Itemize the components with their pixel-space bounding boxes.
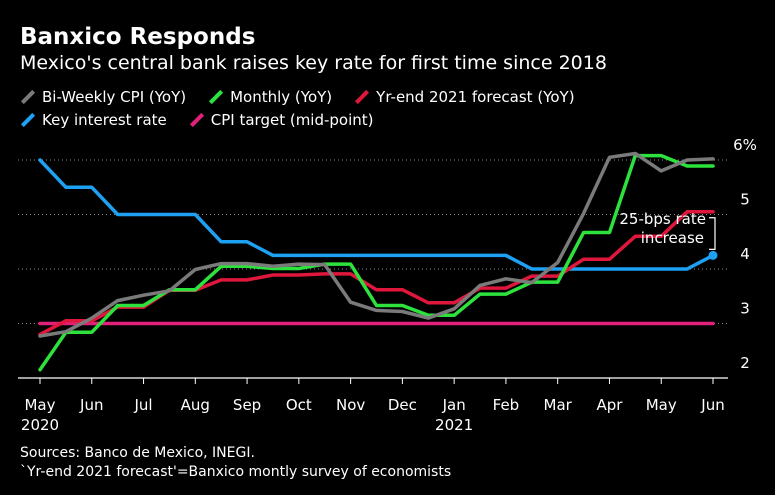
chart-subtitle: Mexico's central bank raises key rate fo… — [20, 52, 607, 74]
series-line-3 — [38, 158, 715, 271]
legend-label-monthly: Monthly (YoY) — [230, 88, 333, 106]
legend-row-2: Key interest rate CPI target (mid-point) — [20, 111, 760, 129]
legend-item-target: CPI target (mid-point) — [189, 111, 374, 129]
y-tick-label: 4 — [740, 245, 750, 263]
x-tick-label: Oct — [286, 396, 312, 414]
legend-item-monthly: Monthly (YoY) — [208, 88, 332, 106]
legend-item-forecast: Yr-end 2021 forecast (YoY) — [354, 88, 575, 106]
legend-item-cpi: Bi-Weekly CPI (YoY) — [20, 88, 186, 106]
legend-item-rate: Key interest rate — [20, 111, 167, 129]
annotation-bracket — [709, 217, 716, 250]
series-line-0 — [38, 151, 715, 338]
legend-label-forecast: Yr-end 2021 forecast (YoY) — [376, 88, 575, 106]
x-tick-label: May — [24, 396, 55, 414]
x-tick-label: Jul — [133, 396, 152, 414]
y-tick-label: 6% — [733, 136, 757, 154]
y-tick-label: 3 — [740, 300, 750, 318]
annotation-label-line-1: 25-bps rate — [619, 210, 706, 228]
footer-note: `Yr-end 2021 forecast'=Banxico montly su… — [20, 464, 452, 480]
x-year-label: 2020 — [21, 416, 59, 434]
series-line-1 — [38, 153, 715, 372]
x-tick-label: May — [646, 396, 677, 414]
footer-sources: Sources: Banco de Mexico, INEGI. — [20, 445, 255, 461]
legend-label-cpi: Bi-Weekly CPI (YoY) — [42, 88, 187, 106]
x-tick-label: Apr — [596, 396, 623, 414]
x-tick-label: Aug — [181, 396, 210, 414]
legend-row-1: Bi-Weekly CPI (YoY) Monthly (YoY) Yr-end… — [20, 88, 760, 106]
x-tick-label: Nov — [336, 396, 365, 414]
chart-title: Banxico Responds — [20, 24, 256, 50]
legend-label-target: CPI target (mid-point) — [210, 111, 374, 129]
x-year-label: 2021 — [435, 416, 473, 434]
x-tick-label: Mar — [544, 396, 573, 414]
legend-label-rate: Key interest rate — [42, 111, 167, 129]
annotation-label-line-2: increase — [641, 229, 704, 247]
x-tick-label: Jun — [700, 396, 724, 414]
x-tick-label: Jun — [79, 396, 103, 414]
x-tick-label: Jan — [442, 396, 466, 414]
rate-endpoint-dot — [708, 250, 718, 260]
y-tick-label: 5 — [740, 191, 750, 209]
y-tick-label: 2 — [740, 354, 750, 372]
legend: Bi-Weekly CPI (YoY) Monthly (YoY) Yr-end… — [20, 88, 760, 134]
x-tick-label: Sep — [233, 396, 261, 414]
x-tick-label: Dec — [388, 396, 417, 414]
x-tick-label: Feb — [493, 396, 520, 414]
